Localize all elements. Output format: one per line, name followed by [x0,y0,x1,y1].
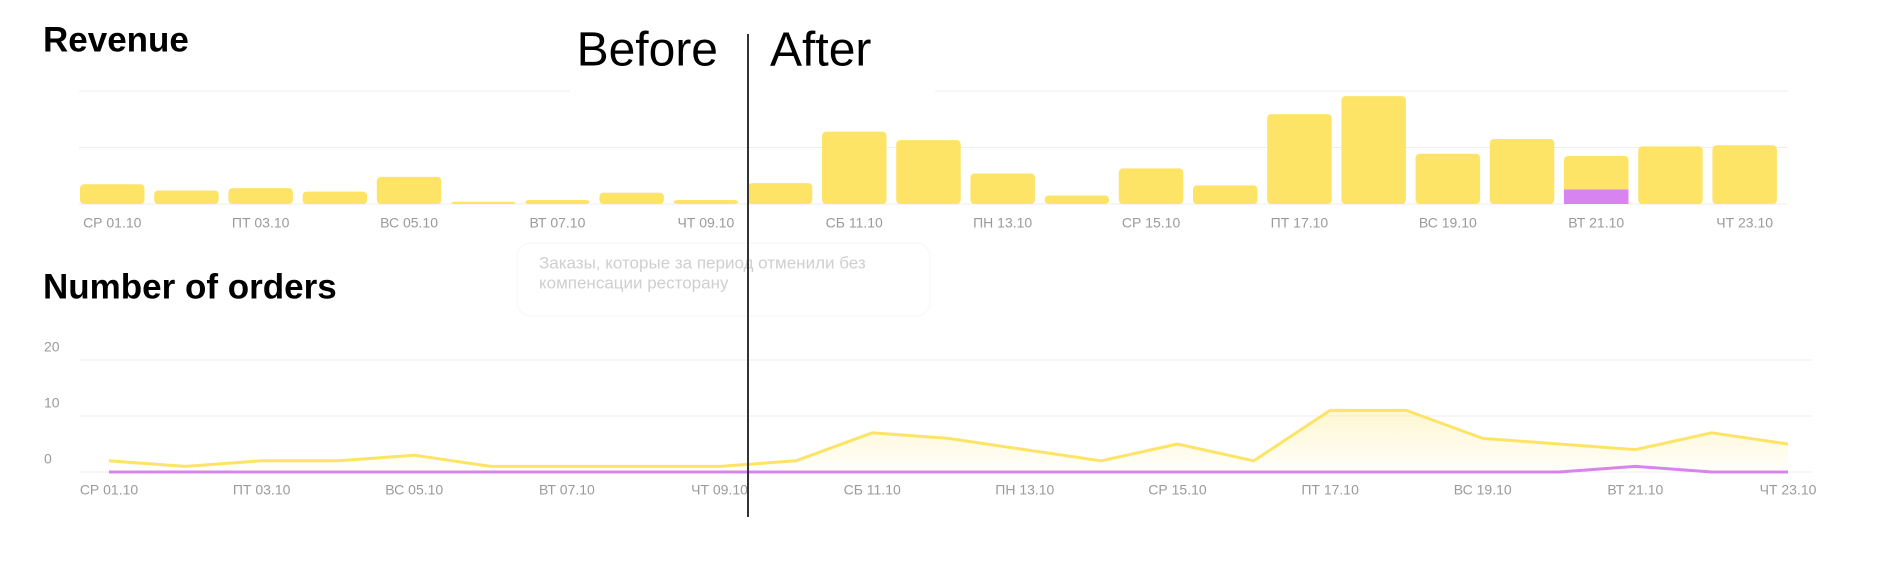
bar [80,184,145,204]
bar [1564,155,1629,190]
tooltip-text: Заказы, которые за период отменили без [539,253,866,272]
bar [1118,168,1184,204]
bar [1193,185,1258,204]
x-tick-label: ЧТ 09.10 [677,215,734,231]
before-label: Before [577,24,718,77]
x-tick-label: СБ 11.10 [826,215,883,231]
bar [1489,139,1555,204]
bar [228,188,293,204]
x-tick-label: ВТ 21.10 [1607,482,1663,498]
tooltip-box [516,242,931,317]
bar [1044,195,1110,204]
bar [1341,96,1406,204]
line [108,408,1789,468]
x-tick-label: ПТ 03.10 [232,215,290,231]
area [109,410,1788,472]
x-tick-label: ВС 05.10 [380,215,438,231]
x-tick-label: ПН 13.10 [995,482,1054,498]
x-tick-label: СР 15.10 [1148,482,1207,498]
x-tick-label: ВТ 21.10 [1568,215,1624,231]
tooltip-text: компенсации ресторану [539,273,729,292]
x-tick-label: СБ 11.10 [844,482,901,498]
bar [673,200,739,204]
chart-title: Number of orders [43,267,337,306]
x-tick-label: ПТ 17.10 [1271,215,1329,231]
x-tick-label: ПН 13.10 [973,215,1032,231]
bar [154,190,219,204]
bar [896,140,961,204]
bar [451,201,516,204]
x-tick-label: СР 15.10 [1122,215,1181,231]
bar [1712,145,1777,204]
x-tick-label: ПТ 03.10 [233,482,291,498]
chart-title: Revenue [43,20,189,59]
bar [1415,153,1481,204]
x-tick-label: ВС 05.10 [385,482,443,498]
bar [376,176,442,204]
y-tick-label: 10 [44,395,60,411]
label-backdrop [570,30,935,94]
bar [599,192,664,204]
x-tick-label: СР 01.10 [80,482,139,498]
x-tick-label: ЧТ 09.10 [691,482,748,498]
x-tick-label: ВС 19.10 [1454,482,1512,498]
bar [970,173,1035,204]
bar [1564,189,1629,204]
bar [1638,146,1703,204]
bar [525,200,590,204]
x-tick-label: ЧТ 23.10 [1760,482,1817,498]
x-tick-label: ВТ 07.10 [530,215,586,231]
after-label: After [770,24,871,77]
line [109,464,1788,474]
x-tick-label: ПТ 17.10 [1301,482,1359,498]
bar [822,131,887,204]
bar [747,183,813,204]
y-tick-label: 20 [44,339,60,355]
bar [1267,114,1332,204]
x-tick-label: ВС 19.10 [1419,215,1477,231]
x-tick-label: СР 01.10 [83,215,142,231]
bar [302,191,368,204]
x-tick-label: ЧТ 23.10 [1716,215,1773,231]
x-tick-label: ВТ 07.10 [539,482,595,498]
y-tick-label: 0 [44,451,52,467]
bar-fill [1564,184,1629,190]
